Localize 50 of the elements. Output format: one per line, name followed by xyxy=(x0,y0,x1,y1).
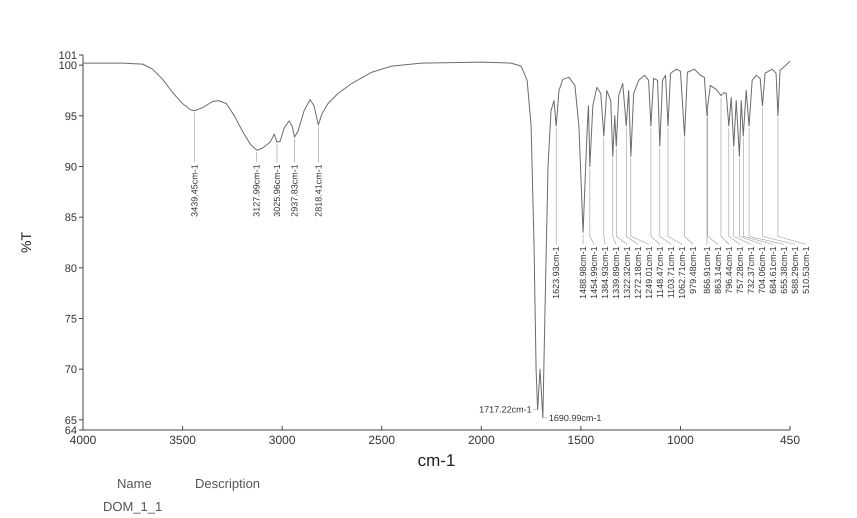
x-tick-label: 1000 xyxy=(667,433,694,447)
annotation: 1103.71cm-1 xyxy=(666,246,676,298)
annotation: 1454.99cm-1 xyxy=(589,246,600,299)
annotation: 3025.96cm-1 xyxy=(272,164,282,217)
annotation: 3127.99cm-1 xyxy=(252,164,262,217)
annotation: 732.37cm-1 xyxy=(746,246,756,294)
annotation: 1623.93cm-1 xyxy=(551,246,562,299)
annotation: 3439.45cm-1 xyxy=(190,164,200,217)
x-tick-label: 3000 xyxy=(268,433,296,447)
annotation: 1148.47cm-1 xyxy=(655,246,666,298)
x-tick-label: 3500 xyxy=(169,433,196,447)
y-tick-label: 85 xyxy=(64,212,77,224)
annotation: 655.38cm-1 xyxy=(778,246,789,294)
text: DOM_1_1 xyxy=(103,499,162,514)
annotation: 1488.98cm-1 xyxy=(578,246,588,299)
y-tick-label: 101 xyxy=(58,50,77,62)
x-tick-label: 1500 xyxy=(568,433,595,447)
annotation: 2937.83cm-1 xyxy=(290,164,300,217)
annotation: 1339.89cm-1 xyxy=(611,246,622,299)
y-tick-label: 80 xyxy=(64,262,77,275)
annotation: 866.91cm-1 xyxy=(702,246,712,294)
annotation: 704.06cm-1 xyxy=(756,246,767,294)
annotation: 1322.32cm-1 xyxy=(622,246,632,299)
y-tick-label: 70 xyxy=(64,364,77,376)
annotation: 1690.99cm-1 xyxy=(548,412,602,423)
annotation: 863.14cm-1 xyxy=(712,246,723,294)
x-axis-title: cm-1 xyxy=(418,451,456,470)
y-tick-label: 65 xyxy=(64,414,77,427)
y-tick-label: 95 xyxy=(64,110,77,123)
annotation: 1717.22cm-1 xyxy=(479,404,532,415)
annotation: 796.44cm-1 xyxy=(724,246,734,294)
annotation: 2818.41cm-1 xyxy=(313,164,324,217)
annotation: 757.28cm-1 xyxy=(734,246,745,294)
annotation: 1062.71cm-1 xyxy=(677,246,688,299)
y-tick-label: 90 xyxy=(64,161,77,174)
annotation: 979.48cm-1 xyxy=(688,246,698,294)
annotation: 1384.93cm-1 xyxy=(600,246,610,299)
x-tick-label: 450 xyxy=(780,433,800,447)
x-tick-label: 2000 xyxy=(468,433,495,447)
annotation: 1272.18cm-1 xyxy=(633,246,644,299)
text: Description xyxy=(195,476,260,491)
annotation: 684.61cm-1 xyxy=(768,246,778,294)
x-tick-label: 2500 xyxy=(368,433,396,447)
annotation: 588.29cm-1 xyxy=(790,246,800,294)
y-tick-label: 100 xyxy=(58,60,77,72)
annotation: 1249.01cm-1 xyxy=(644,246,654,299)
text: Name xyxy=(117,476,152,491)
y-axis-title: %T xyxy=(18,232,34,253)
y-tick-label: 75 xyxy=(64,314,77,326)
annotation: 510.53cm-1 xyxy=(800,246,811,294)
